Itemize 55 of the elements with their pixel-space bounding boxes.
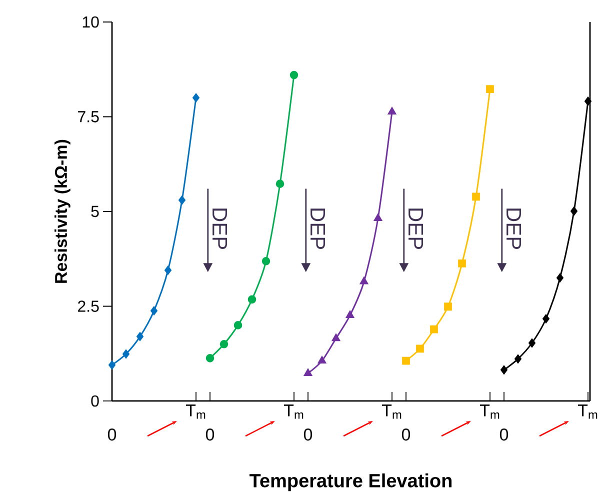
point: [206, 354, 214, 362]
point: [248, 295, 256, 304]
point: [276, 180, 284, 188]
x-tick-label: T$_{m}$: [578, 404, 598, 419]
point: [234, 321, 242, 330]
x-tick-label: T$_{m}$: [480, 404, 500, 419]
y-tick-label: 7.5: [78, 111, 99, 122]
point: [528, 338, 536, 348]
point: [514, 354, 522, 364]
x-axis-title: Temperature Elevation: [250, 473, 452, 492]
point: [122, 350, 130, 358]
point: [458, 259, 466, 268]
point: [290, 70, 298, 80]
y-tick-label: 5: [91, 206, 99, 218]
x-tick-label: 0: [500, 428, 508, 441]
x-tick-label: T$_{m}$: [186, 404, 206, 419]
point: [486, 85, 494, 94]
point: [332, 334, 340, 342]
point: [150, 306, 158, 316]
point: [220, 340, 228, 348]
point: [402, 356, 410, 365]
point: [374, 214, 382, 221]
x-tick-label: 0: [304, 428, 312, 441]
y-tick-label: 2.5: [78, 300, 99, 312]
point: [444, 302, 452, 311]
annotation: DEP: [212, 208, 228, 250]
point: [430, 325, 438, 334]
point: [262, 256, 270, 266]
point: [164, 266, 172, 275]
point: [304, 368, 312, 376]
point: [500, 366, 508, 374]
point: [472, 192, 480, 201]
point: [346, 310, 354, 318]
point: [388, 107, 396, 114]
point: [178, 196, 186, 204]
point: [570, 206, 578, 216]
annotation: DEP: [506, 208, 522, 250]
annotation: DEP: [310, 208, 326, 250]
x-tick-label: 0: [402, 428, 410, 441]
x-tick-label: 0: [108, 428, 116, 441]
point: [318, 356, 326, 364]
y-tick-label: 10: [82, 16, 99, 28]
point: [416, 344, 424, 353]
point: [108, 360, 116, 370]
point: [360, 277, 368, 284]
point: [542, 314, 550, 324]
y-axis-title: Resistivity (kΩ-m): [54, 140, 70, 283]
x-tick-label: 0: [206, 428, 214, 441]
point: [556, 273, 564, 282]
point: [192, 93, 200, 102]
annotation: DEP: [408, 208, 424, 250]
x-tick-label: T$_{m}$: [382, 404, 402, 419]
y-tick-label: 0: [91, 395, 99, 407]
point: [136, 332, 144, 341]
x-tick-label: T$_{m}$: [284, 404, 304, 419]
